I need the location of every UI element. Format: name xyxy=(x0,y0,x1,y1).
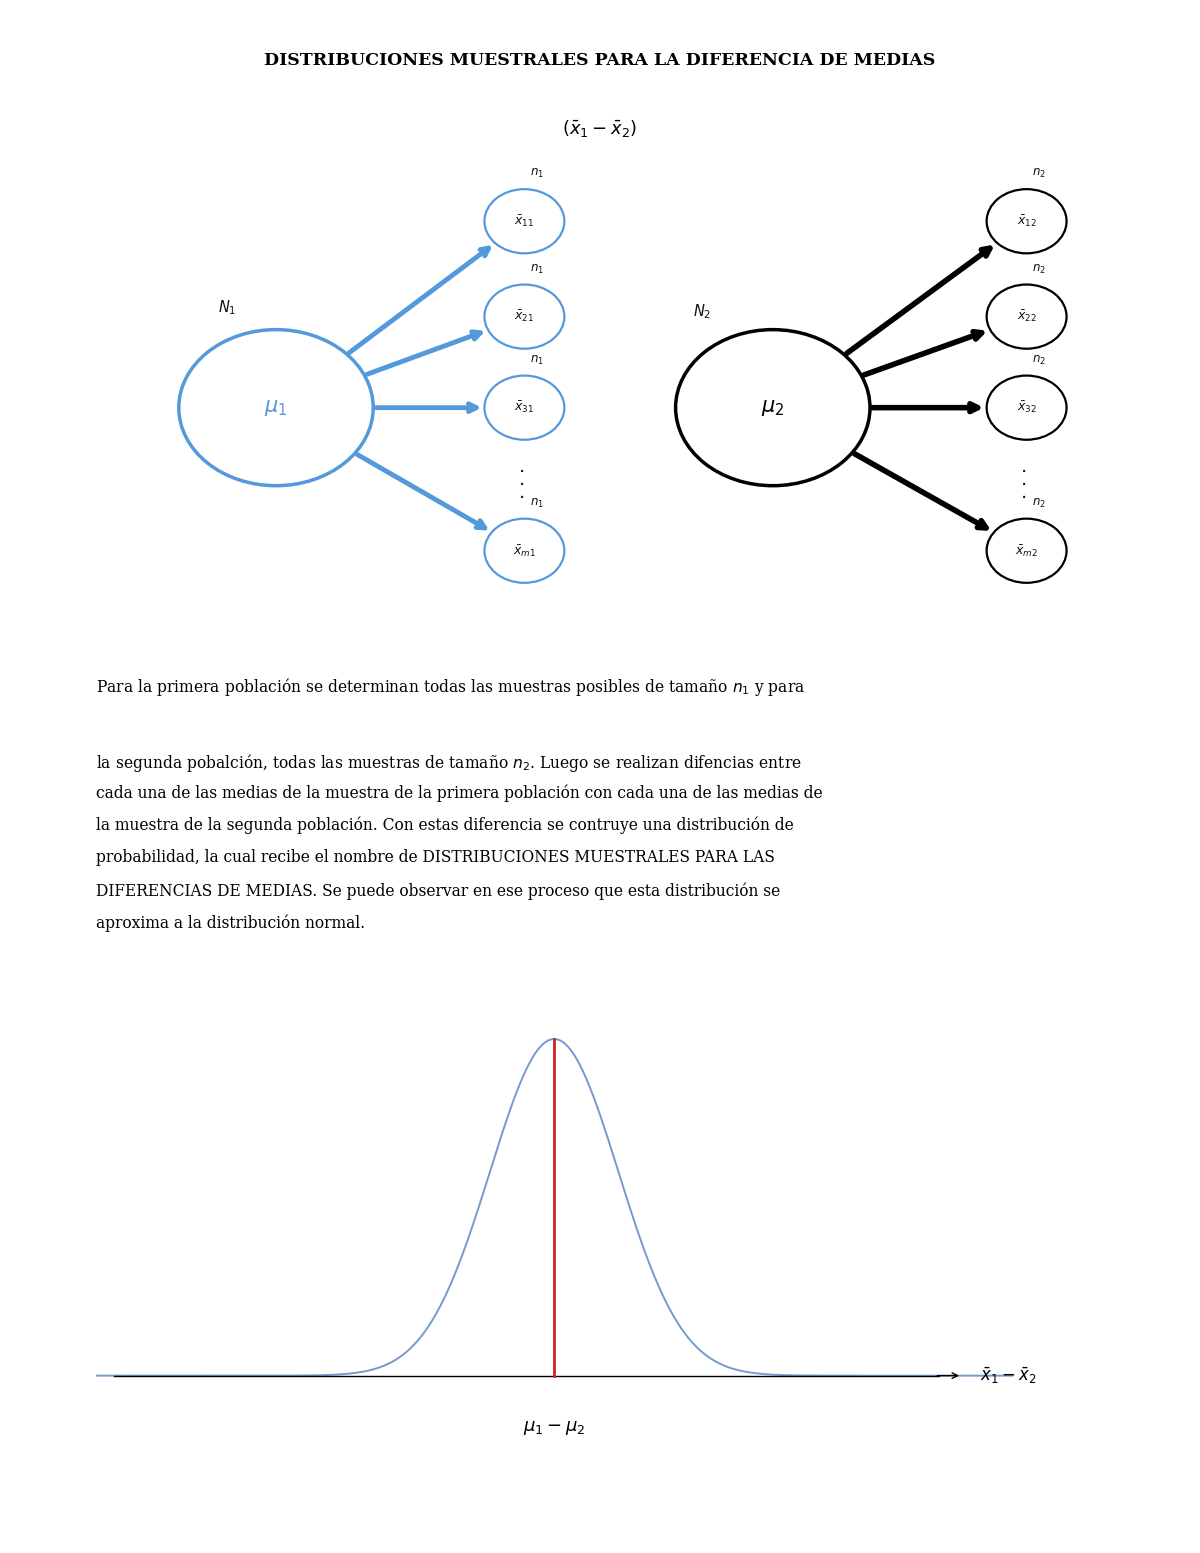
Text: $n_2$: $n_2$ xyxy=(1032,262,1046,276)
Text: DISTRIBUCIONES MUESTRALES PARA LA DIFERENCIA DE MEDIAS: DISTRIBUCIONES MUESTRALES PARA LA DIFERE… xyxy=(264,53,936,68)
Text: $N_2$: $N_2$ xyxy=(694,303,712,321)
Text: $\bar{x}_{m2}$: $\bar{x}_{m2}$ xyxy=(1015,544,1038,559)
Text: la segunda pobalción, todas las muestras de tamaño $\boldsymbol{n_2}$. Luego se : la segunda pobalción, todas las muestras… xyxy=(96,752,802,773)
Text: $\bar{x}_{22}$: $\bar{x}_{22}$ xyxy=(1016,309,1037,325)
Text: $\bar{x}_{m1}$: $\bar{x}_{m1}$ xyxy=(512,544,536,559)
Text: $\bar{x}_{12}$: $\bar{x}_{12}$ xyxy=(1016,213,1037,228)
Text: $n_1$: $n_1$ xyxy=(530,262,544,276)
Text: $n_1$: $n_1$ xyxy=(530,168,544,180)
Text: Para la primera población se determinan todas las muestras posibles de tamaño $\: Para la primera población se determinan … xyxy=(96,676,805,697)
Text: $\mu_1 - \mu_2$: $\mu_1 - \mu_2$ xyxy=(523,1419,586,1438)
Text: cada una de las medias de la muestra de la primera población con cada una de las: cada una de las medias de la muestra de … xyxy=(96,784,823,801)
Text: .: . xyxy=(520,457,526,475)
Text: $\bar{x}_{32}$: $\bar{x}_{32}$ xyxy=(1016,399,1037,416)
Text: $n_2$: $n_2$ xyxy=(1032,354,1046,367)
Text: $\bar{x}_{11}$: $\bar{x}_{11}$ xyxy=(515,213,534,228)
Text: .: . xyxy=(520,483,526,502)
Text: $n_1$: $n_1$ xyxy=(530,354,544,367)
Text: $\bar{x}_1 - \bar{x}_2$: $\bar{x}_1 - \bar{x}_2$ xyxy=(980,1365,1037,1385)
Text: $N_1$: $N_1$ xyxy=(218,298,236,317)
Text: $n_2$: $n_2$ xyxy=(1032,497,1046,509)
Text: $\bar{x}_{21}$: $\bar{x}_{21}$ xyxy=(515,309,534,325)
Text: .: . xyxy=(1021,483,1027,502)
Text: .: . xyxy=(1021,457,1027,475)
Text: probabilidad, la cual recibe el nombre de DISTRIBUCIONES MUESTRALES PARA LAS: probabilidad, la cual recibe el nombre d… xyxy=(96,849,775,867)
Text: $n_1$: $n_1$ xyxy=(530,497,544,509)
Text: $\mu_2$: $\mu_2$ xyxy=(761,398,785,418)
Text: .: . xyxy=(520,469,526,489)
Text: $\bar{x}_{31}$: $\bar{x}_{31}$ xyxy=(515,399,534,416)
Text: .: . xyxy=(1021,469,1027,489)
Text: $n_2$: $n_2$ xyxy=(1032,168,1046,180)
Text: $\mu_1$: $\mu_1$ xyxy=(264,398,288,418)
Text: aproxima a la distribución normal.: aproxima a la distribución normal. xyxy=(96,915,365,932)
Text: DIFERENCIAS DE MEDIAS. Se puede observar en ese proceso que esta distribución se: DIFERENCIAS DE MEDIAS. Se puede observar… xyxy=(96,882,780,899)
Text: $(\bar{x}_1 - \bar{x}_2)$: $(\bar{x}_1 - \bar{x}_2)$ xyxy=(563,118,637,140)
Text: la muestra de la segunda población. Con estas diferencia se contruye una distrib: la muestra de la segunda población. Con … xyxy=(96,817,793,834)
